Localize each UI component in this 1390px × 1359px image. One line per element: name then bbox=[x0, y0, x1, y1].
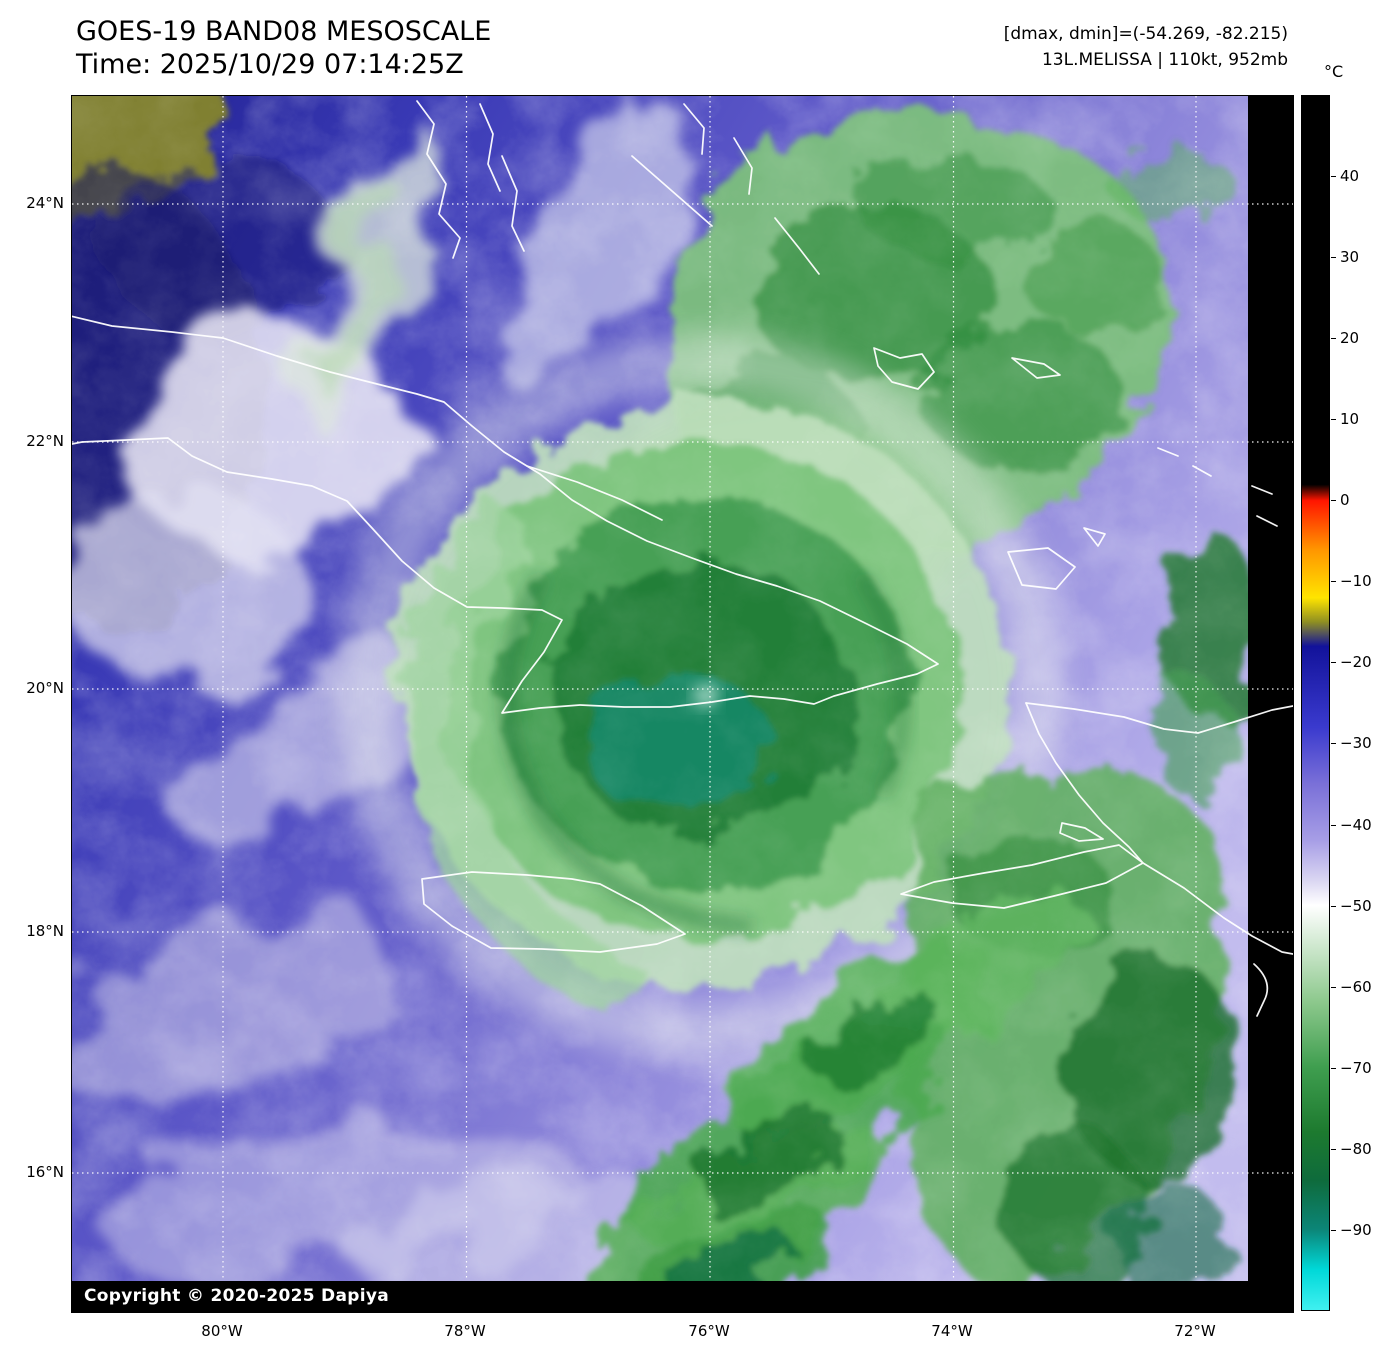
colorbar-tick: 20 bbox=[1330, 329, 1360, 347]
coastline-jamaica bbox=[421, 871, 686, 953]
colorbar-tick: 0 bbox=[1331, 491, 1350, 509]
lat-label: 20°N bbox=[26, 679, 64, 697]
lon-label: 74°W bbox=[931, 1322, 973, 1340]
copyright-notice: Copyright © 2020-2025 Dapiya bbox=[72, 1281, 1293, 1312]
product-timestamp: Time: 2025/10/29 07:14:25Z bbox=[76, 48, 464, 80]
coastline-turks bbox=[1157, 447, 1278, 527]
lat-label: 24°N bbox=[26, 194, 64, 212]
coastline-crooked-acklins bbox=[873, 347, 935, 390]
colorbar-tick: −90 bbox=[1331, 1221, 1372, 1239]
coastline-hispaniola-south bbox=[1142, 862, 1293, 1017]
colorbar-tick: −80 bbox=[1331, 1140, 1372, 1158]
lon-label: 76°W bbox=[688, 1322, 730, 1340]
coastline-mayaguana bbox=[1011, 357, 1061, 379]
coastline-haiti-west bbox=[1025, 702, 1144, 864]
lon-label: 78°W bbox=[444, 1322, 486, 1340]
coastlines bbox=[72, 100, 1293, 1017]
coastline-hispaniola-north bbox=[1025, 702, 1293, 734]
colorbar-tick: −40 bbox=[1331, 816, 1372, 834]
colorbar-tick: 30 bbox=[1330, 248, 1360, 266]
cloud-texture-overlay bbox=[72, 96, 1293, 1312]
colorbar-tick: −30 bbox=[1331, 734, 1372, 752]
colorbar-tick: −70 bbox=[1331, 1059, 1372, 1077]
coastline-tiburon bbox=[900, 844, 1144, 909]
lat-label: 18°N bbox=[26, 922, 64, 940]
colorbar-unit-label: °C bbox=[1324, 62, 1344, 81]
lon-label: 72°W bbox=[1174, 1322, 1216, 1340]
coastline-gonave bbox=[1059, 822, 1104, 842]
satellite-imagery bbox=[72, 96, 1293, 1312]
lon-label: 80°W bbox=[201, 1322, 243, 1340]
temperature-colorbar bbox=[1301, 95, 1330, 1311]
colorbar-tick: −10 bbox=[1331, 572, 1372, 590]
coastline-cuba bbox=[72, 315, 939, 714]
product-title: GOES-19 BAND08 MESOSCALE bbox=[76, 16, 492, 47]
colorbar-tick: −20 bbox=[1331, 653, 1372, 671]
satellite-map: Copyright © 2020-2025 Dapiya bbox=[71, 95, 1294, 1313]
coastline-andros bbox=[416, 100, 525, 259]
no-data-band bbox=[1248, 96, 1293, 1312]
coastline-inaguas bbox=[1007, 527, 1106, 590]
colorbar-tick: −60 bbox=[1331, 978, 1372, 996]
info-block: [dmax, dmin]=(-54.269, -82.215) 13L.MELI… bbox=[1004, 22, 1288, 73]
colorbar-tick: 40 bbox=[1330, 167, 1360, 185]
lat-label: 22°N bbox=[26, 432, 64, 450]
lat-label: 16°N bbox=[26, 1163, 64, 1181]
coastline-cuba-cays bbox=[526, 465, 663, 521]
storm-info-readout: 13L.MELISSA | 110kt, 952mb bbox=[1041, 49, 1288, 70]
title-block: GOES-19 BAND08 MESOSCALE Time: 2025/10/2… bbox=[76, 16, 491, 82]
colorbar-tick: −50 bbox=[1331, 897, 1372, 915]
coastline-exumas bbox=[631, 103, 820, 275]
data-range-readout: [dmax, dmin]=(-54.269, -82.215) bbox=[1003, 24, 1288, 44]
colorbar-tick: 10 bbox=[1330, 410, 1360, 428]
